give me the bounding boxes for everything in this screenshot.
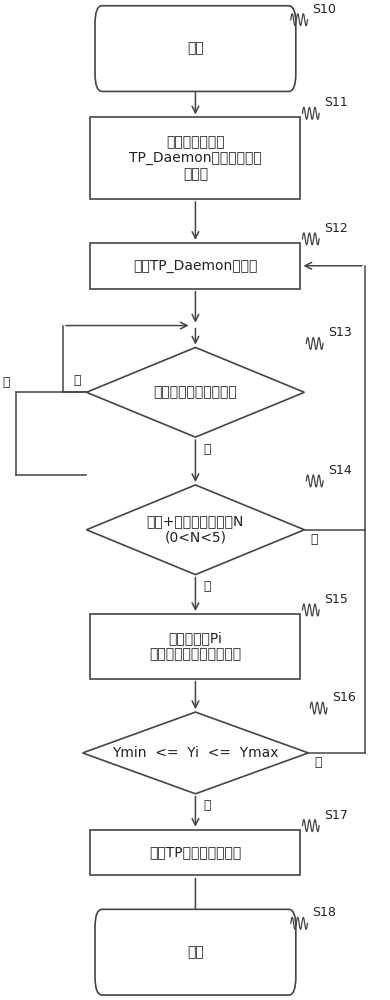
Text: 否: 否 — [73, 374, 80, 387]
Text: 是: 是 — [203, 443, 211, 456]
Text: Ymin  <=  Yi  <=  Ymax: Ymin <= Yi <= Ymax — [112, 746, 279, 760]
Text: S12: S12 — [324, 222, 347, 235]
Text: S18: S18 — [312, 906, 336, 919]
Bar — [90, 117, 301, 199]
Text: S17: S17 — [324, 809, 348, 822]
Text: 否: 否 — [314, 756, 322, 769]
Text: 是: 是 — [203, 799, 211, 812]
Bar — [90, 830, 301, 875]
Text: S14: S14 — [328, 464, 351, 477]
Text: S15: S15 — [324, 593, 348, 606]
Text: 将监控服务程序
TP_Daemon设置为开机启
动程序: 将监控服务程序 TP_Daemon设置为开机启 动程序 — [129, 135, 262, 181]
Text: 否: 否 — [2, 376, 9, 389]
Text: 结束: 结束 — [187, 945, 204, 959]
Text: 操作TP失灵区域的内容: 操作TP失灵区域的内容 — [149, 846, 241, 860]
Text: 是: 是 — [203, 580, 211, 593]
FancyBboxPatch shape — [95, 909, 296, 995]
Text: 开启新线程Pi
在屏幕底部弹出矩形窗口: 开启新线程Pi 在屏幕底部弹出矩形窗口 — [149, 631, 241, 661]
Text: 检测音量是否为最大值: 检测音量是否为最大值 — [154, 385, 237, 399]
Polygon shape — [87, 347, 304, 437]
Text: S16: S16 — [332, 691, 355, 704]
Text: S10: S10 — [312, 3, 336, 16]
Text: 否: 否 — [310, 533, 318, 546]
Text: S13: S13 — [328, 326, 351, 339]
Text: S11: S11 — [324, 96, 347, 109]
Bar — [90, 243, 301, 289]
Bar — [90, 614, 301, 679]
Text: 音量+键连续按键次数N
(0<N<5): 音量+键连续按键次数N (0<N<5) — [147, 515, 244, 545]
Polygon shape — [87, 485, 304, 575]
Polygon shape — [83, 712, 308, 794]
Text: 开始: 开始 — [187, 42, 204, 56]
FancyBboxPatch shape — [95, 6, 296, 91]
Text: 进入TP_Daemon主线程: 进入TP_Daemon主线程 — [133, 259, 258, 273]
